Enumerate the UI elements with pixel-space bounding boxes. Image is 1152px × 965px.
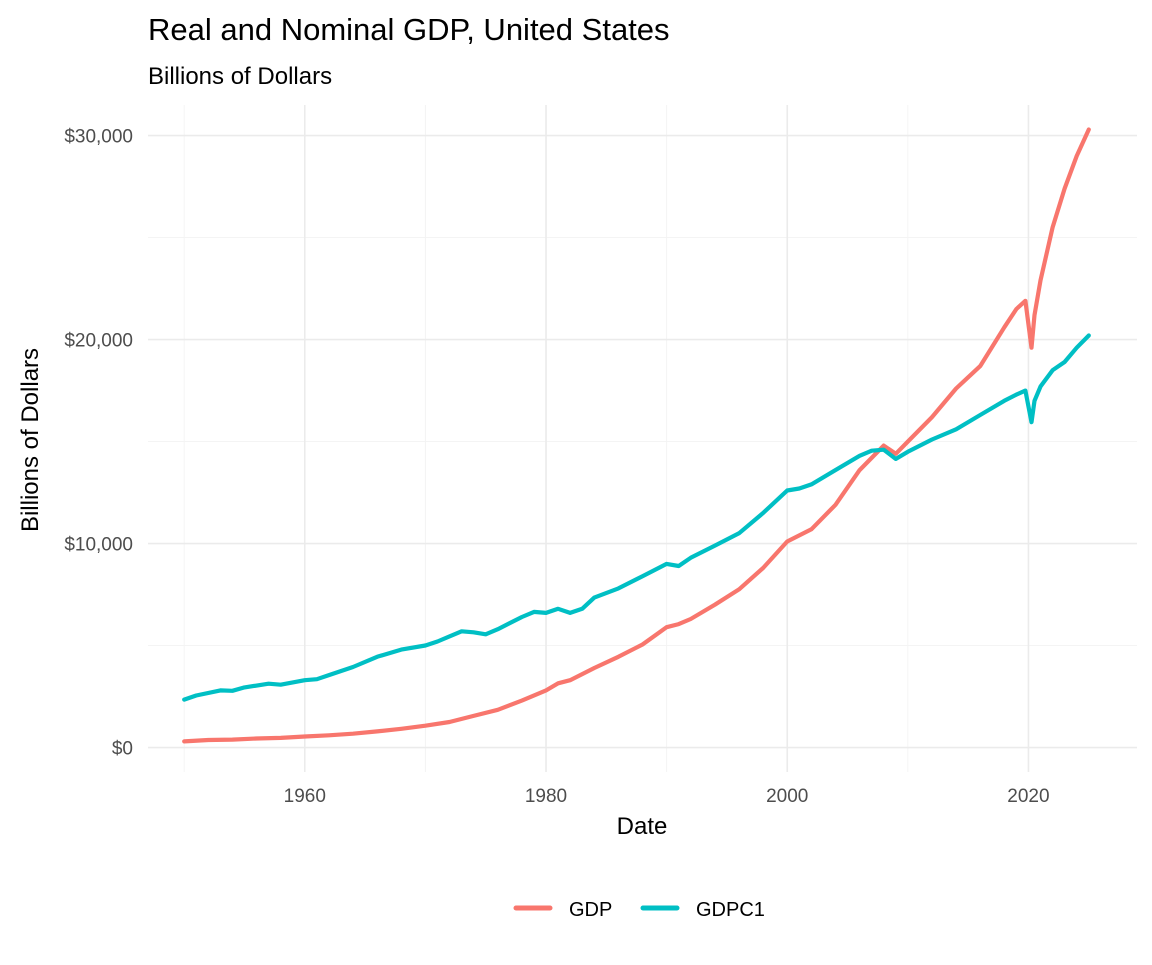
x-tick-label: 2020: [1007, 786, 1049, 807]
x-tick-label: 1980: [525, 786, 567, 807]
y-tick-label: $20,000: [64, 331, 133, 352]
axis-layer: $0 $10,000 $20,000 $30,000 1960 1980 2000 2020: [64, 127, 1049, 807]
x-tick-label: 2000: [766, 786, 808, 807]
x-tick-label: 1960: [284, 786, 326, 807]
grid-layer: [148, 105, 1137, 772]
y-tick-label: $0: [112, 739, 133, 760]
y-tick-label: $30,000: [64, 127, 133, 148]
chart-title: Real and Nominal GDP, United States: [148, 12, 670, 47]
series-layer: [182, 127, 1091, 744]
y-tick-label: $10,000: [64, 535, 133, 556]
series-line-gdpc1: [182, 333, 1091, 702]
x-axis-title: Date: [617, 813, 668, 840]
y-axis-title: Billions of Dollars: [17, 348, 44, 532]
chart-subtitle: Billions of Dollars: [148, 63, 332, 90]
legend-label-gdpc1: GDPC1: [696, 899, 765, 921]
legend-label-gdp: GDP: [569, 899, 612, 921]
legend: GDP GDPC1: [513, 899, 765, 921]
series-line-gdp: [182, 127, 1091, 744]
